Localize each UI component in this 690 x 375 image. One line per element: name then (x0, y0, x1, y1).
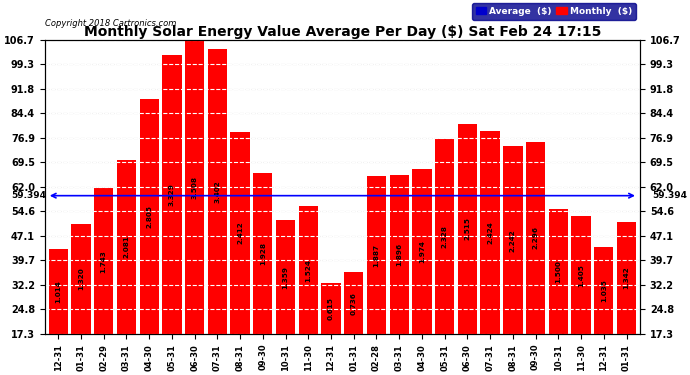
Text: 2.515: 2.515 (464, 217, 471, 240)
Text: 1.359: 1.359 (283, 266, 288, 289)
Bar (503, 146, 522, 334)
Text: 1.524: 1.524 (305, 259, 311, 282)
Text: 59.394: 59.394 (11, 191, 46, 200)
Bar (571, 216, 591, 334)
Bar (390, 176, 409, 334)
Text: 2.328: 2.328 (442, 225, 448, 248)
Bar (230, 132, 250, 334)
Title: Monthly Solar Energy Value Average Per Day ($) Sat Feb 24 17:15: Monthly Solar Energy Value Average Per D… (83, 25, 601, 39)
Text: 2.081: 2.081 (124, 236, 130, 258)
Bar (299, 207, 318, 334)
Bar (594, 248, 613, 334)
Text: 2.296: 2.296 (533, 226, 539, 249)
Bar (48, 249, 68, 334)
Text: 3.329: 3.329 (169, 183, 175, 206)
Bar (457, 123, 477, 334)
Text: 3.508: 3.508 (192, 176, 197, 199)
Bar (253, 172, 273, 334)
Bar (617, 222, 636, 334)
Bar (185, 40, 204, 334)
Text: 1.035: 1.035 (601, 279, 607, 302)
Bar (480, 131, 500, 334)
Text: 3.402: 3.402 (215, 180, 220, 203)
Text: 1.500: 1.500 (555, 260, 561, 283)
Legend: Average  ($), Monthly  ($): Average ($), Monthly ($) (472, 3, 635, 20)
Text: 1.974: 1.974 (419, 240, 425, 263)
Text: 1.928: 1.928 (260, 242, 266, 265)
Bar (435, 139, 454, 334)
Text: 1.320: 1.320 (78, 267, 84, 290)
Bar (94, 188, 113, 334)
Bar (367, 176, 386, 334)
Bar (208, 49, 227, 334)
Text: 2.805: 2.805 (146, 205, 152, 228)
Bar (526, 142, 545, 334)
Bar (71, 224, 90, 334)
Bar (139, 99, 159, 334)
Text: 1.405: 1.405 (578, 264, 584, 287)
Text: 2.412: 2.412 (237, 222, 243, 245)
Bar (413, 169, 432, 334)
Bar (276, 220, 295, 334)
Bar (162, 56, 181, 334)
Text: 1.342: 1.342 (624, 267, 629, 289)
Text: 2.242: 2.242 (510, 229, 516, 252)
Text: 1.743: 1.743 (101, 250, 107, 273)
Text: 1.014: 1.014 (55, 280, 61, 303)
Text: 1.887: 1.887 (373, 244, 380, 267)
Text: Copyright 2018 Cartronics.com: Copyright 2018 Cartronics.com (45, 20, 176, 28)
Text: 1.896: 1.896 (396, 243, 402, 266)
Bar (549, 209, 568, 334)
Text: 59.394: 59.394 (652, 191, 687, 200)
Bar (117, 160, 136, 334)
Bar (344, 273, 364, 334)
Text: 0.615: 0.615 (328, 297, 334, 320)
Text: 2.424: 2.424 (487, 221, 493, 244)
Bar (322, 283, 341, 334)
Text: 0.736: 0.736 (351, 292, 357, 315)
